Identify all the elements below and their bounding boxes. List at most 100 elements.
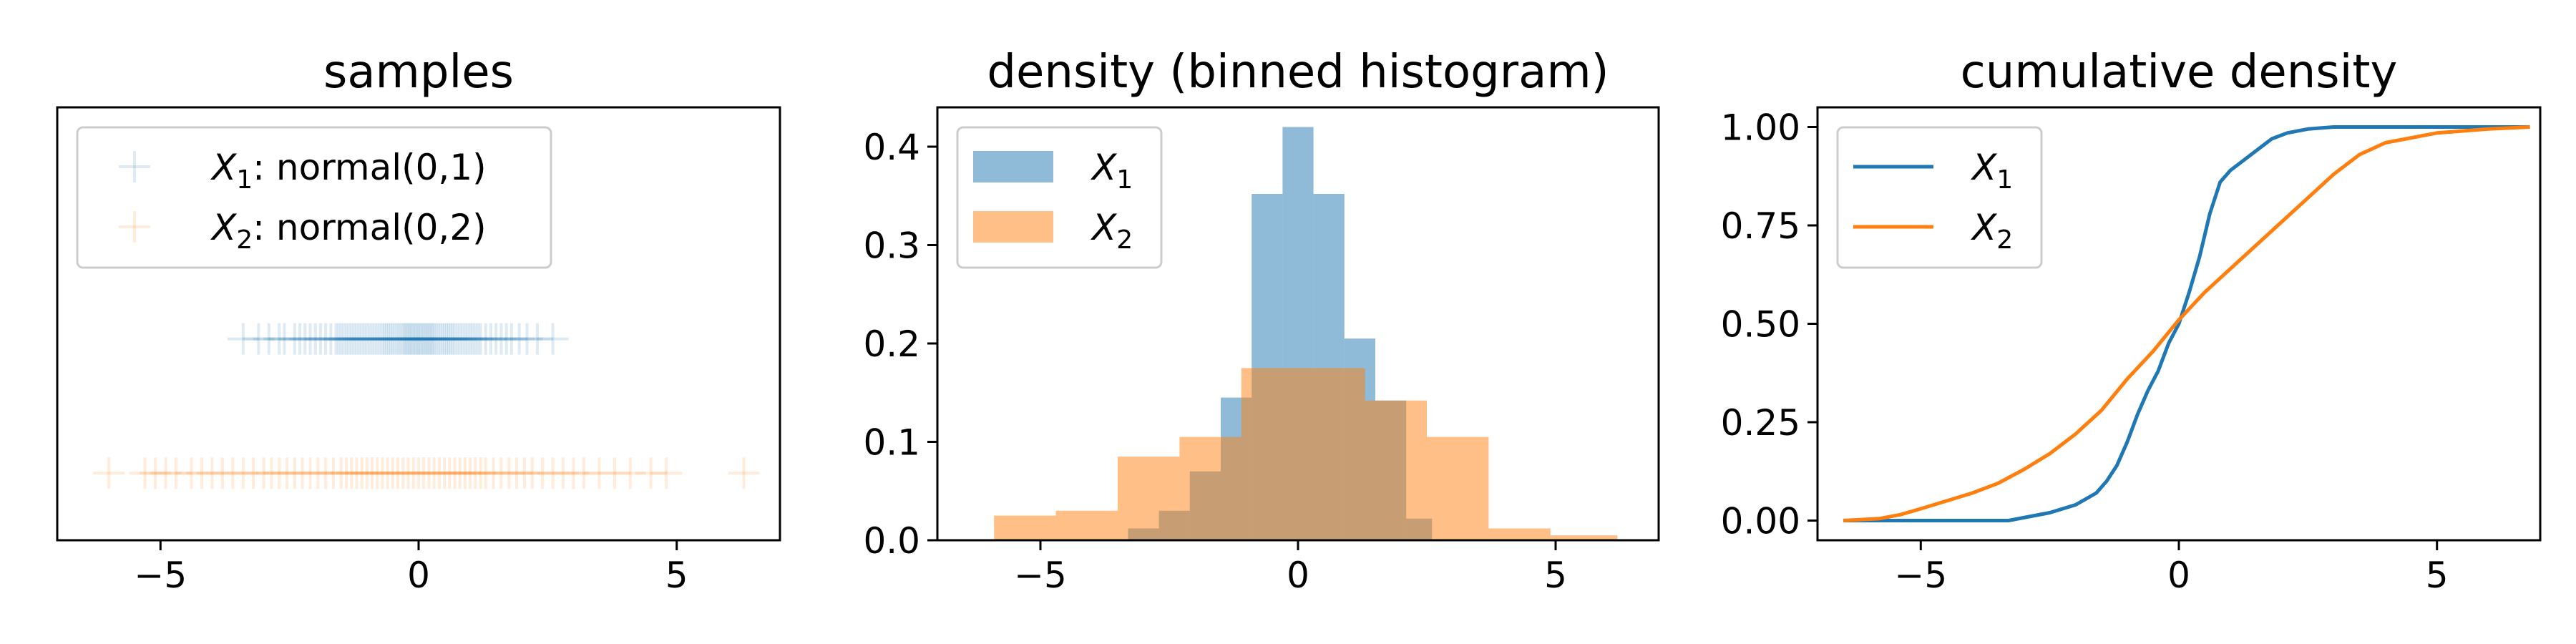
plot-area	[994, 127, 1618, 540]
point	[358, 323, 391, 355]
point	[403, 323, 434, 355]
y-tick-label: 0.1	[863, 422, 920, 464]
point	[537, 457, 569, 489]
plot-area	[1843, 125, 2530, 522]
point	[381, 323, 413, 355]
y-tick-label: 0.0	[863, 520, 920, 562]
chart-title: samples	[323, 46, 514, 99]
panel-3: cumulative density −5 0 5 0.00 0.25 0.50 0.75 1.…	[1721, 46, 2542, 596]
point	[341, 457, 373, 489]
point	[410, 323, 442, 355]
point	[444, 457, 476, 489]
x-tick-label: −5	[1894, 555, 1947, 596]
legend-var: X	[210, 147, 238, 188]
point	[302, 457, 334, 489]
y-tick-label: 0.75	[1721, 205, 1800, 247]
point	[457, 323, 489, 355]
series-1-points	[227, 323, 569, 355]
point	[397, 457, 429, 489]
point	[403, 457, 434, 489]
point	[493, 457, 525, 489]
legend-var: X	[1970, 207, 1998, 248]
legend-var: X	[1970, 147, 1998, 188]
point	[449, 323, 481, 355]
point	[175, 457, 208, 489]
point	[422, 323, 454, 355]
point	[396, 323, 429, 355]
legend-subscript: 2	[1116, 225, 1133, 255]
point	[406, 323, 438, 355]
point	[485, 457, 517, 489]
point	[379, 323, 411, 355]
point	[140, 457, 172, 489]
point	[331, 457, 362, 489]
point	[547, 457, 579, 489]
point	[418, 457, 450, 489]
point	[430, 323, 462, 355]
point	[238, 457, 270, 489]
point	[160, 457, 192, 489]
point	[317, 457, 349, 489]
point	[356, 457, 389, 489]
legend-subscript: 1	[236, 165, 253, 195]
legend-label: X2	[1970, 207, 2013, 255]
point	[464, 323, 497, 355]
legend-item-1: X1: normal(0,1)	[119, 147, 487, 195]
point	[408, 457, 440, 489]
point	[429, 323, 461, 355]
point	[413, 457, 445, 489]
point	[635, 457, 667, 489]
y-axis: 0.00 0.25 0.50 0.75 1.00	[1721, 107, 1818, 542]
point	[415, 323, 447, 355]
point	[426, 323, 459, 355]
point	[462, 323, 494, 355]
y-tick-label: 0.4	[863, 127, 920, 168]
bar	[1427, 436, 1489, 540]
point	[346, 323, 378, 355]
point	[527, 457, 559, 489]
bar	[1303, 368, 1365, 540]
point	[248, 457, 280, 489]
y-axis: 0.0 0.1 0.2 0.3 0.4	[863, 127, 937, 562]
point	[614, 457, 646, 489]
point	[343, 323, 376, 355]
point	[399, 323, 431, 355]
point	[424, 323, 457, 355]
legend-var: X	[1090, 147, 1118, 188]
point	[369, 323, 401, 355]
legend-rest: : normal(0,1)	[253, 147, 486, 188]
x-tick-label: 0	[407, 555, 430, 596]
legend-subscript: 1	[1116, 165, 1133, 195]
point	[325, 323, 357, 355]
x-tick-label: 5	[665, 555, 688, 596]
point	[728, 457, 760, 489]
point	[452, 323, 484, 355]
x-axis: −5 0 5	[134, 540, 688, 596]
point	[420, 323, 452, 355]
x-axis: −5 0 5	[1014, 540, 1567, 596]
point	[227, 457, 259, 489]
point	[304, 323, 336, 355]
point	[475, 323, 507, 355]
point	[366, 323, 399, 355]
x-tick-label: −5	[1014, 555, 1067, 596]
point	[376, 323, 409, 355]
point	[323, 323, 355, 355]
point	[444, 323, 476, 355]
bar	[1118, 457, 1180, 540]
point	[243, 323, 275, 355]
bar	[1365, 400, 1427, 540]
point	[389, 323, 421, 355]
bar	[1488, 528, 1551, 540]
point	[409, 323, 441, 355]
legend-label: X2	[1090, 207, 1133, 255]
point	[361, 323, 394, 355]
point	[336, 323, 368, 355]
legend-swatch	[973, 151, 1053, 182]
point	[404, 323, 436, 355]
point	[414, 323, 446, 355]
point	[436, 323, 469, 355]
point	[268, 323, 301, 355]
